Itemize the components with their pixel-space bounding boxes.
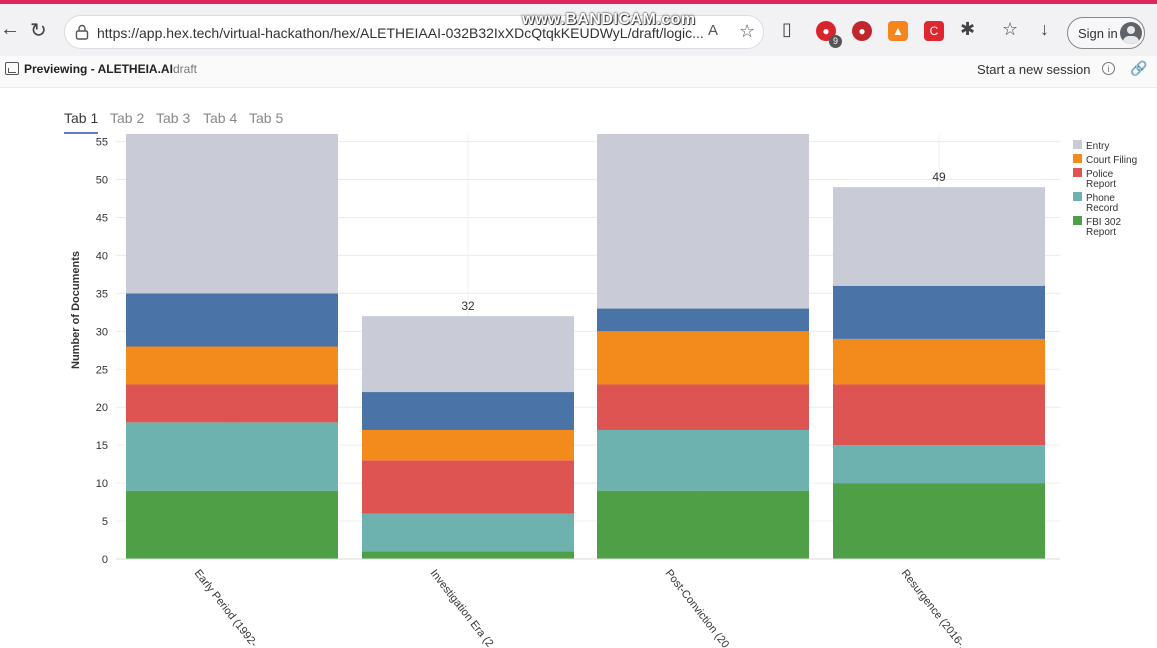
- reload-icon[interactable]: ↻: [30, 20, 47, 42]
- app-header: Previewing - ALETHEIA.AI draft Start a n…: [0, 56, 1157, 88]
- bar-segment[interactable]: [126, 293, 338, 347]
- legend-label[interactable]: Report: [1086, 179, 1116, 190]
- y-tick-label: 35: [96, 288, 108, 300]
- legend-label[interactable]: Court Filing: [1086, 155, 1137, 166]
- downloads-icon[interactable]: ↓: [1040, 19, 1049, 39]
- y-tick-label: 55: [96, 137, 108, 149]
- y-axis-label: Number of Documents: [70, 251, 82, 369]
- start-new-session-button[interactable]: Start a new session: [977, 62, 1091, 77]
- page-title: Previewing - ALETHEIA.AI: [24, 62, 173, 76]
- bar-segment[interactable]: [833, 285, 1045, 339]
- avatar-icon: [1120, 22, 1142, 44]
- bar-segment[interactable]: [833, 483, 1045, 559]
- y-tick-label: 25: [96, 364, 108, 376]
- bar-total-label: 49: [932, 170, 946, 184]
- bar-segment[interactable]: [597, 308, 809, 332]
- preview-icon: [5, 62, 19, 75]
- legend-label[interactable]: Report: [1086, 227, 1116, 238]
- legend-label[interactable]: Phone: [1086, 193, 1115, 204]
- y-tick-label: 50: [96, 175, 108, 187]
- y-tick-label: 5: [102, 516, 108, 528]
- legend-swatch[interactable]: [1073, 154, 1082, 163]
- x-tick-label: Investigation Era (2...: [428, 567, 501, 648]
- legend-label[interactable]: Record: [1086, 203, 1118, 214]
- bar-segment[interactable]: [833, 445, 1045, 484]
- tab-5[interactable]: Tab 5: [249, 110, 284, 126]
- extension-badge: 9: [829, 35, 842, 48]
- bar-segment[interactable]: [126, 134, 338, 294]
- y-tick-label: 15: [96, 440, 108, 452]
- x-tick-label: Post-Conviction (20...: [663, 567, 737, 648]
- recording-watermark: www.BANDICAM.com: [522, 11, 696, 28]
- address-bar[interactable]: https://app.hex.tech/virtual-hackathon/h…: [64, 15, 764, 49]
- back-arrow-icon[interactable]: ←: [0, 18, 20, 40]
- url-text[interactable]: https://app.hex.tech/virtual-hackathon/h…: [97, 25, 704, 41]
- bar-segment[interactable]: [362, 513, 574, 552]
- bar-segment[interactable]: [126, 384, 338, 423]
- draft-badge: draft: [173, 62, 198, 76]
- bar-segment[interactable]: [833, 338, 1045, 385]
- bar-segment[interactable]: [362, 392, 574, 430]
- bar-segment[interactable]: [126, 346, 338, 385]
- y-tick-label: 30: [96, 326, 108, 338]
- bar-segment[interactable]: [597, 490, 809, 559]
- bar-segment[interactable]: [597, 384, 809, 430]
- bar-segment[interactable]: [126, 490, 338, 559]
- bar-segment[interactable]: [362, 316, 574, 393]
- bar-segment[interactable]: [362, 460, 574, 514]
- sign-in-button[interactable]: Sign in: [1067, 17, 1145, 49]
- bar-segment[interactable]: [362, 551, 574, 559]
- tab-4[interactable]: Tab 4: [203, 110, 238, 126]
- legend-swatch[interactable]: [1073, 140, 1082, 149]
- favorites-icon[interactable]: ☆: [1002, 19, 1019, 39]
- bookmark-icon[interactable]: ▯: [782, 19, 792, 39]
- stacked-bar-chart: 32 49 0 5 10 15 20 25 30 35 40 45 50 55 Early Period …: [70, 134, 1137, 648]
- bar-segment[interactable]: [597, 331, 809, 385]
- tab-1[interactable]: Tab 1: [64, 110, 99, 134]
- x-tick-label: Resurgence (2016-...: [899, 567, 972, 648]
- browser-toolbar: ← ↻ https://app.hex.tech/virtual-hackath…: [0, 0, 1157, 56]
- y-tick-label: 10: [96, 478, 108, 490]
- extension-c-icon[interactable]: C: [924, 21, 944, 41]
- site-info-icon[interactable]: [75, 24, 89, 40]
- metamask-fox-icon[interactable]: ▲: [888, 21, 908, 41]
- bar-segment[interactable]: [362, 429, 574, 461]
- link-icon[interactable]: 🔗: [1130, 60, 1148, 76]
- bar-segment[interactable]: [126, 422, 338, 491]
- legend-label[interactable]: Entry: [1086, 141, 1109, 152]
- bar-segment[interactable]: [833, 384, 1045, 446]
- x-tick-label: Early Period (1992-...: [192, 567, 265, 648]
- info-icon[interactable]: i: [1102, 62, 1115, 75]
- bar-segment[interactable]: [597, 429, 809, 491]
- legend-swatch[interactable]: [1073, 168, 1082, 177]
- sign-in-label: Sign in: [1078, 26, 1118, 41]
- legend-label[interactable]: FBI 302: [1086, 217, 1121, 228]
- legend-swatch[interactable]: [1073, 216, 1082, 225]
- tab-2[interactable]: Tab 2: [110, 110, 145, 126]
- y-tick-label: 40: [96, 250, 108, 262]
- legend-swatch[interactable]: [1073, 192, 1082, 201]
- y-tick-label: 20: [96, 402, 108, 414]
- bar-segment[interactable]: [597, 134, 809, 309]
- read-aloud-icon[interactable]: A: [708, 22, 719, 39]
- extensions-puzzle-icon[interactable]: ✱: [960, 19, 976, 39]
- bar-segment[interactable]: [833, 187, 1045, 286]
- tab-3[interactable]: Tab 3: [156, 110, 191, 126]
- chart-bars: 32 49: [126, 134, 1045, 559]
- y-tick-label: 0: [102, 554, 108, 566]
- legend-label[interactable]: Police: [1086, 169, 1114, 180]
- y-tick-label: 45: [96, 212, 108, 224]
- bar-total-label: 32: [461, 299, 475, 313]
- favorite-star-icon[interactable]: ☆: [739, 21, 756, 41]
- extension-tomato-icon[interactable]: ●: [852, 21, 872, 41]
